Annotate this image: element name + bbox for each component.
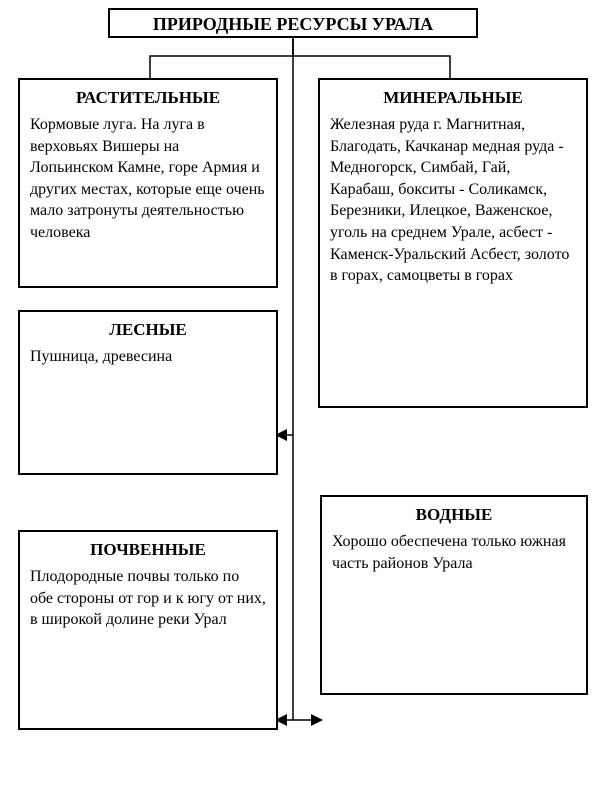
node-water-body: Хорошо обеспечена только южная часть рай… <box>332 531 576 574</box>
node-forest-title: ЛЕСНЫЕ <box>30 320 266 340</box>
node-mineral-title: МИНЕРАЛЬНЫЕ <box>330 88 576 108</box>
node-plant-title: РАСТИТЕЛЬНЫЕ <box>30 88 266 108</box>
node-soil-title: ПОЧВЕННЫЕ <box>30 540 266 560</box>
node-plant-body: Кормовые луга. На луга в верховьях Вишер… <box>30 114 266 244</box>
node-mineral-body: Железная руда г. Магнитная, Благодать, К… <box>330 114 576 287</box>
root-node: ПРИРОДНЫЕ РЕСУРСЫ УРАЛА <box>108 8 478 38</box>
node-soil: ПОЧВЕННЫЕ Плодородные почвы только по об… <box>18 530 278 730</box>
node-water: ВОДНЫЕ Хорошо обеспечена только южная ча… <box>320 495 588 695</box>
node-plant: РАСТИТЕЛЬНЫЕ Кормовые луга. На луга в ве… <box>18 78 278 288</box>
node-soil-body: Плодородные почвы только по обе стороны … <box>30 566 266 631</box>
root-title: ПРИРОДНЫЕ РЕСУРСЫ УРАЛА <box>153 14 433 34</box>
node-water-title: ВОДНЫЕ <box>332 505 576 525</box>
node-mineral: МИНЕРАЛЬНЫЕ Железная руда г. Магнитная, … <box>318 78 588 408</box>
node-forest: ЛЕСНЫЕ Пушница, древесина <box>18 310 278 475</box>
node-forest-body: Пушница, древесина <box>30 346 266 368</box>
